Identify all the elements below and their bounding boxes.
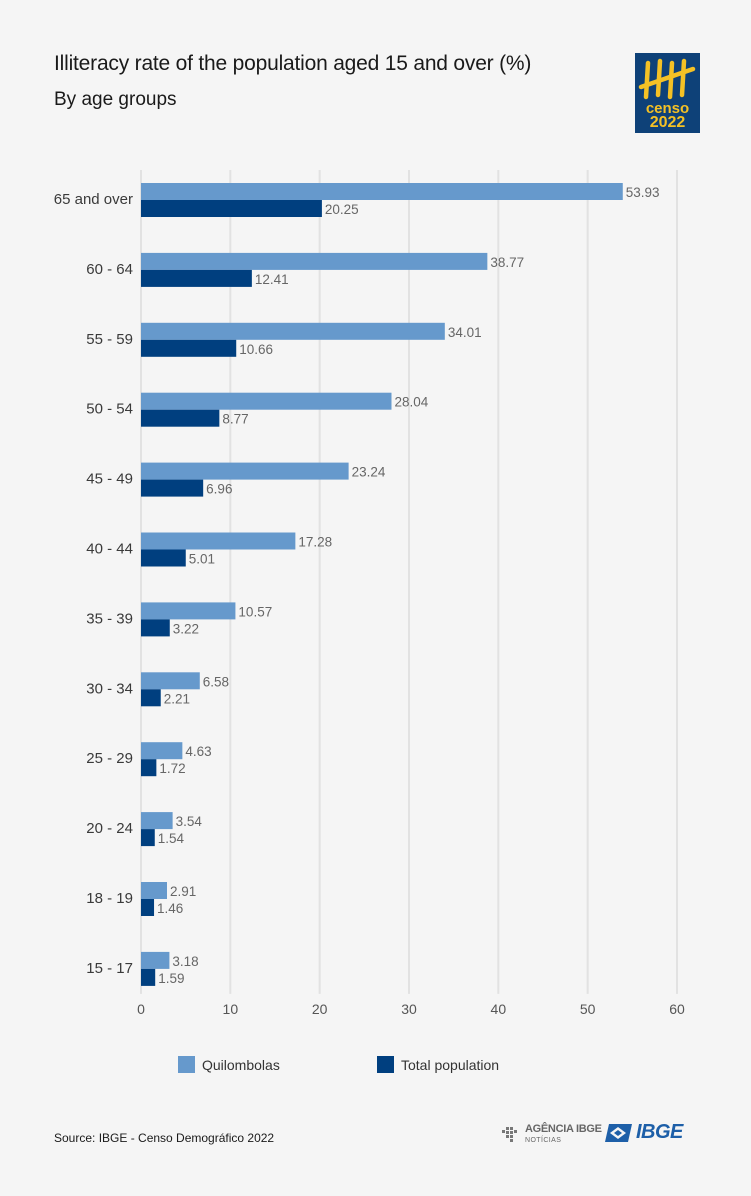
bar-total-population	[141, 619, 170, 637]
bar-total-population	[141, 269, 252, 287]
bar-quilombolas	[141, 882, 167, 899]
category-label: 15 - 17	[86, 960, 133, 977]
bar-quilombolas	[141, 183, 623, 200]
censo-logo-year: 2022	[649, 114, 686, 131]
category-label: 25 - 29	[86, 750, 133, 767]
category-label: 18 - 19	[86, 890, 133, 907]
bar-quilombolas	[141, 951, 170, 969]
data-label: 53.93	[626, 185, 660, 200]
data-label: 6.96	[206, 482, 232, 497]
data-label: 38.77	[490, 255, 524, 270]
category-label: 40 - 44	[86, 541, 133, 558]
category-label: 20 - 24	[86, 820, 133, 837]
bar-total-population	[141, 899, 155, 916]
category-label: 30 - 34	[86, 680, 133, 697]
bar-quilombolas	[141, 742, 183, 760]
category-label: 60 - 64	[86, 261, 133, 278]
agencia-ibge-logo: AGÊNCIA IBGE NOTÍCIAS	[500, 1124, 602, 1144]
agencia-label: AGÊNCIA IBGE	[525, 1123, 602, 1135]
data-label: 28.04	[394, 395, 428, 410]
bar-total-population	[141, 479, 204, 497]
bar-quilombolas	[141, 812, 173, 830]
censo-logo: censo 2022	[635, 53, 700, 133]
data-label: 2.21	[164, 691, 190, 706]
bar-total-population	[141, 339, 237, 357]
x-tick-label: 20	[312, 1001, 328, 1017]
data-label: 12.41	[255, 272, 289, 287]
ibge-flag-icon	[605, 1123, 632, 1142]
category-label: 55 - 59	[86, 331, 133, 348]
x-tick-label: 10	[223, 1001, 239, 1017]
bar-total-population	[141, 549, 186, 567]
agencia-map-icon	[502, 1127, 517, 1142]
bar-total-population	[141, 200, 322, 217]
bar-quilombolas	[141, 322, 445, 340]
category-label: 50 - 54	[86, 401, 133, 418]
x-tick-label: 40	[491, 1001, 507, 1017]
x-tick-label: 60	[669, 1001, 685, 1017]
bar-total-population	[141, 968, 156, 986]
data-label: 1.72	[159, 761, 185, 776]
bar-quilombolas	[141, 602, 236, 620]
bar-total-population	[141, 759, 157, 777]
bar-chart: 0 10 20 30 40 50 60 65 and over 53.93 20.25 60 - 6…	[54, 170, 685, 1073]
source-note: Source: IBGE - Censo Demográfico 2022	[54, 1131, 275, 1145]
category-label: 65 and over	[54, 191, 133, 208]
category-label: 35 - 39	[86, 610, 133, 627]
data-label: 2.91	[170, 884, 196, 899]
ibge-logo: IBGE	[605, 1121, 683, 1144]
data-label: 23.24	[352, 465, 386, 480]
tally-marks-icon	[638, 58, 696, 100]
page-title: Illiteracy rate of the population aged 1…	[54, 52, 532, 75]
data-label: 3.22	[173, 621, 199, 636]
bar-quilombolas	[141, 462, 349, 480]
legend-label: Quilombolas	[202, 1057, 280, 1073]
data-label: 10.57	[238, 604, 272, 619]
ibge-wordmark: IBGE	[636, 1121, 683, 1143]
data-label: 17.28	[298, 535, 332, 550]
page-subtitle: By age groups	[54, 89, 177, 110]
censo-logo-word: censo	[645, 100, 690, 117]
data-label: 1.59	[158, 971, 184, 986]
bar-total-population	[141, 689, 161, 707]
data-label: 3.54	[176, 814, 203, 829]
data-label: 1.54	[158, 831, 185, 846]
data-label: 20.25	[325, 202, 359, 217]
bar-quilombolas	[141, 672, 200, 690]
bar-total-population	[141, 829, 155, 847]
data-label: 4.63	[185, 744, 211, 759]
data-label: 34.01	[448, 325, 482, 340]
bar-quilombolas	[141, 392, 392, 410]
category-label: 45 - 49	[86, 471, 133, 488]
bar-quilombolas	[141, 532, 296, 550]
x-tick-label: 50	[580, 1001, 596, 1017]
legend-swatch	[178, 1056, 195, 1073]
data-label: 1.46	[157, 901, 183, 916]
data-label: 3.18	[172, 954, 198, 969]
data-label: 5.01	[189, 552, 215, 567]
data-label: 10.66	[239, 342, 273, 357]
data-label: 6.58	[203, 674, 229, 689]
bar-quilombolas	[141, 252, 488, 270]
bar-total-population	[141, 409, 220, 427]
x-tick-label: 0	[137, 1001, 145, 1017]
agencia-sublabel: NOTÍCIAS	[525, 1137, 562, 1144]
data-label: 8.77	[222, 412, 248, 427]
x-tick-label: 30	[401, 1001, 417, 1017]
legend-swatch	[377, 1056, 394, 1073]
legend-label: Total population	[401, 1057, 499, 1073]
